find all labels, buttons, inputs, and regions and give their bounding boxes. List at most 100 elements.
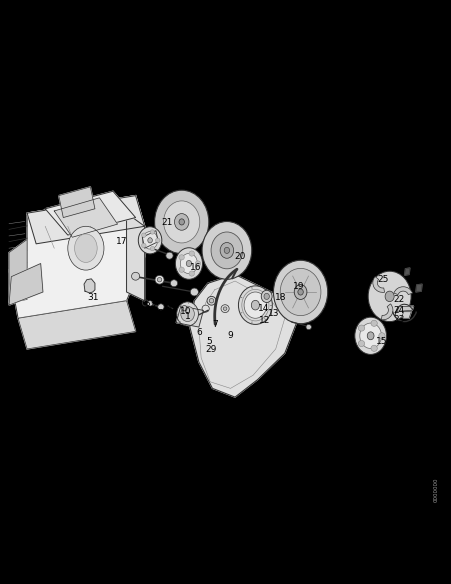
Wedge shape — [372, 277, 384, 293]
Circle shape — [305, 325, 311, 329]
Ellipse shape — [202, 221, 251, 279]
Ellipse shape — [354, 317, 386, 354]
Text: 7: 7 — [212, 321, 217, 329]
Ellipse shape — [384, 291, 393, 301]
Circle shape — [189, 271, 194, 276]
Ellipse shape — [74, 234, 97, 262]
Text: 10: 10 — [179, 307, 191, 316]
Circle shape — [358, 325, 364, 331]
Circle shape — [131, 272, 139, 280]
Text: 18: 18 — [275, 293, 286, 302]
Circle shape — [370, 345, 377, 352]
Circle shape — [207, 297, 216, 305]
Ellipse shape — [180, 306, 194, 322]
Ellipse shape — [366, 332, 373, 340]
Text: 15: 15 — [375, 336, 387, 346]
Circle shape — [147, 301, 152, 306]
Ellipse shape — [154, 190, 208, 253]
Circle shape — [370, 320, 377, 326]
Polygon shape — [189, 274, 298, 397]
Circle shape — [221, 305, 229, 312]
Circle shape — [155, 238, 160, 242]
Polygon shape — [400, 312, 410, 318]
Polygon shape — [84, 279, 95, 293]
Polygon shape — [54, 198, 117, 237]
Ellipse shape — [261, 290, 272, 303]
Ellipse shape — [238, 286, 272, 325]
Circle shape — [150, 230, 154, 234]
Text: 28: 28 — [153, 328, 165, 337]
Polygon shape — [404, 268, 409, 276]
Polygon shape — [59, 187, 95, 217]
Ellipse shape — [176, 302, 198, 326]
Text: 20: 20 — [234, 252, 246, 260]
Text: 22: 22 — [392, 296, 403, 304]
Ellipse shape — [297, 289, 303, 295]
Polygon shape — [142, 231, 158, 248]
Text: 13: 13 — [267, 308, 279, 318]
Text: 8: 8 — [144, 301, 149, 311]
Ellipse shape — [294, 284, 306, 300]
Polygon shape — [9, 196, 144, 318]
Circle shape — [150, 246, 154, 251]
Circle shape — [378, 333, 384, 339]
Circle shape — [155, 276, 164, 284]
Text: 9: 9 — [227, 331, 233, 340]
Circle shape — [195, 261, 200, 266]
Ellipse shape — [174, 214, 189, 230]
Circle shape — [179, 255, 184, 260]
Circle shape — [190, 288, 198, 296]
Circle shape — [170, 280, 177, 287]
Polygon shape — [18, 301, 135, 349]
Ellipse shape — [359, 323, 381, 349]
Circle shape — [157, 277, 161, 282]
Ellipse shape — [138, 227, 161, 254]
Polygon shape — [415, 284, 421, 292]
Ellipse shape — [180, 253, 197, 274]
Polygon shape — [27, 196, 144, 244]
Text: 14: 14 — [257, 304, 269, 313]
Text: 13: 13 — [303, 359, 315, 367]
Text: 23: 23 — [392, 315, 404, 324]
Ellipse shape — [224, 248, 229, 253]
Wedge shape — [393, 287, 412, 294]
Polygon shape — [126, 213, 144, 301]
Text: 31: 31 — [87, 293, 98, 302]
Circle shape — [179, 267, 184, 272]
Ellipse shape — [263, 293, 269, 300]
Text: 0000000: 0000000 — [433, 478, 437, 502]
Circle shape — [166, 252, 173, 259]
Text: 27: 27 — [184, 367, 196, 376]
Polygon shape — [9, 263, 43, 305]
Polygon shape — [45, 192, 135, 235]
Circle shape — [209, 298, 213, 303]
Text: 24: 24 — [392, 306, 403, 315]
Text: 11: 11 — [272, 371, 283, 381]
Circle shape — [141, 233, 146, 237]
Text: 1: 1 — [184, 312, 190, 321]
Text: 26: 26 — [177, 377, 189, 386]
Text: 21: 21 — [161, 218, 173, 227]
Circle shape — [141, 244, 146, 248]
Ellipse shape — [273, 260, 327, 324]
Polygon shape — [176, 306, 203, 327]
Text: 5: 5 — [206, 336, 211, 346]
Ellipse shape — [175, 248, 202, 279]
Circle shape — [223, 307, 226, 311]
Text: 4: 4 — [166, 304, 172, 313]
Circle shape — [202, 305, 209, 312]
Circle shape — [157, 304, 164, 310]
Ellipse shape — [244, 292, 266, 318]
Ellipse shape — [368, 271, 410, 322]
Ellipse shape — [220, 242, 233, 258]
Ellipse shape — [251, 300, 259, 310]
Text: 16: 16 — [189, 263, 201, 272]
Polygon shape — [396, 306, 413, 311]
Text: 6: 6 — [196, 328, 201, 337]
Text: 29: 29 — [205, 345, 217, 354]
Circle shape — [181, 305, 187, 311]
Text: 12: 12 — [258, 316, 270, 325]
Ellipse shape — [186, 260, 191, 266]
Ellipse shape — [179, 219, 184, 225]
Polygon shape — [9, 239, 27, 303]
